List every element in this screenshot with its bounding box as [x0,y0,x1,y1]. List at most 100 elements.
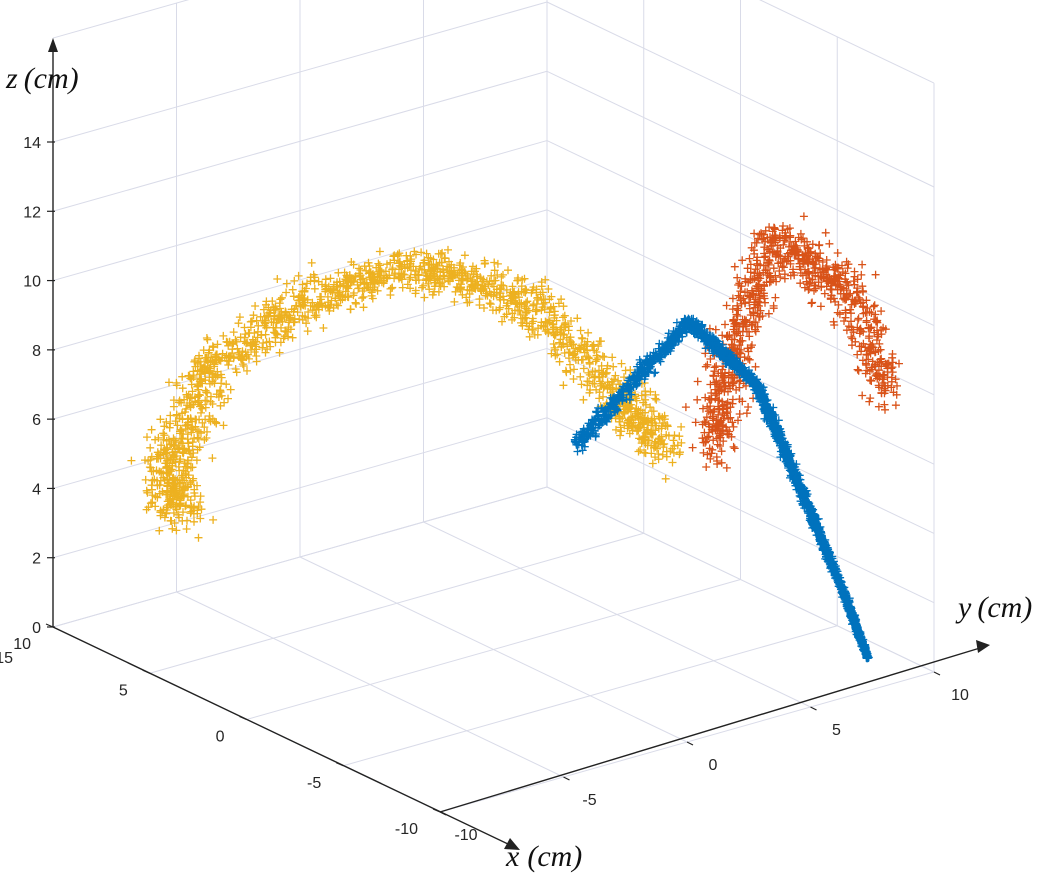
data-point [201,386,210,395]
data-point [650,369,659,378]
data-point [308,306,317,315]
data-point [235,350,244,359]
data-point [560,311,569,320]
data-point [865,332,874,341]
data-point [374,259,383,268]
data-point [315,300,324,309]
data-point [820,289,829,298]
data-point [148,485,156,494]
y-tick-label: 5 [832,722,841,739]
data-point [736,336,745,345]
data-point [190,517,198,526]
data-point [264,303,273,312]
y-tick-mark [686,741,694,746]
data-point [259,305,268,314]
data-point [562,368,571,377]
z-axis-label: z (cm) [5,62,79,95]
data-point [528,325,537,334]
data-point [669,436,678,445]
data-point [451,287,460,296]
data-point [493,271,502,279]
data-point [169,452,178,461]
data-point [644,417,653,426]
data-point [160,445,169,454]
data-point [181,482,190,491]
data-point [435,275,444,284]
data-point [282,279,291,288]
data-point [647,407,656,416]
data-point [576,326,585,335]
data-point [887,373,896,382]
data-point [229,354,238,363]
wall-grid-line [52,347,548,489]
data-point [151,492,160,501]
data-point [577,380,586,389]
data-point [346,305,355,314]
data-point [657,424,666,433]
data-point [263,311,271,320]
data-point [159,473,168,482]
data-point [516,310,525,319]
data-point [334,290,343,298]
data-point [222,380,231,389]
data-point [188,417,197,426]
data-point [180,459,189,467]
data-point [636,446,645,454]
data-point [470,267,479,276]
data-point [498,317,506,326]
data-point [343,292,352,301]
data-point [390,251,399,260]
data-point [165,423,174,432]
data-point [854,366,863,375]
data-point [651,453,659,462]
data-point [181,408,189,416]
data-point [495,293,504,302]
data-point [202,365,211,374]
data-point [177,439,186,448]
data-point [676,448,684,457]
data-point [383,260,391,269]
data-point [521,288,530,297]
data-point [282,328,291,336]
data-point [275,311,284,320]
data-point [710,367,719,376]
data-point [411,266,420,275]
data-point [396,273,404,282]
data-point [359,292,368,301]
y-tick-label: 0 [709,757,718,774]
data-point [550,331,559,340]
data-point [529,300,538,309]
data-point [174,510,183,519]
y-tick-label: 10 [951,687,969,704]
data-point [430,265,439,274]
data-point [556,325,565,334]
data-point [547,292,556,301]
data-point [220,398,229,407]
data-point [490,258,499,267]
data-point [476,286,485,295]
data-point [537,318,546,327]
data-point [562,333,571,342]
data-point [538,288,547,297]
data-point [226,385,235,394]
data-point [657,432,666,441]
data-point [588,367,597,376]
data-point [275,348,284,357]
data-point [219,421,228,430]
data-point [579,364,588,373]
data-point [614,376,623,385]
y-axis-label: y (cm) [955,591,1032,624]
data-point [652,395,661,404]
data-point [537,296,546,305]
data-point [162,462,171,471]
data-point [141,475,150,484]
data-point [213,340,222,349]
data-point [641,439,650,448]
data-point [191,397,200,406]
data-point [419,281,428,290]
data-point [502,310,511,319]
data-point [428,290,437,299]
data-point [185,399,194,407]
data-point [201,403,210,412]
data-point [641,400,650,409]
